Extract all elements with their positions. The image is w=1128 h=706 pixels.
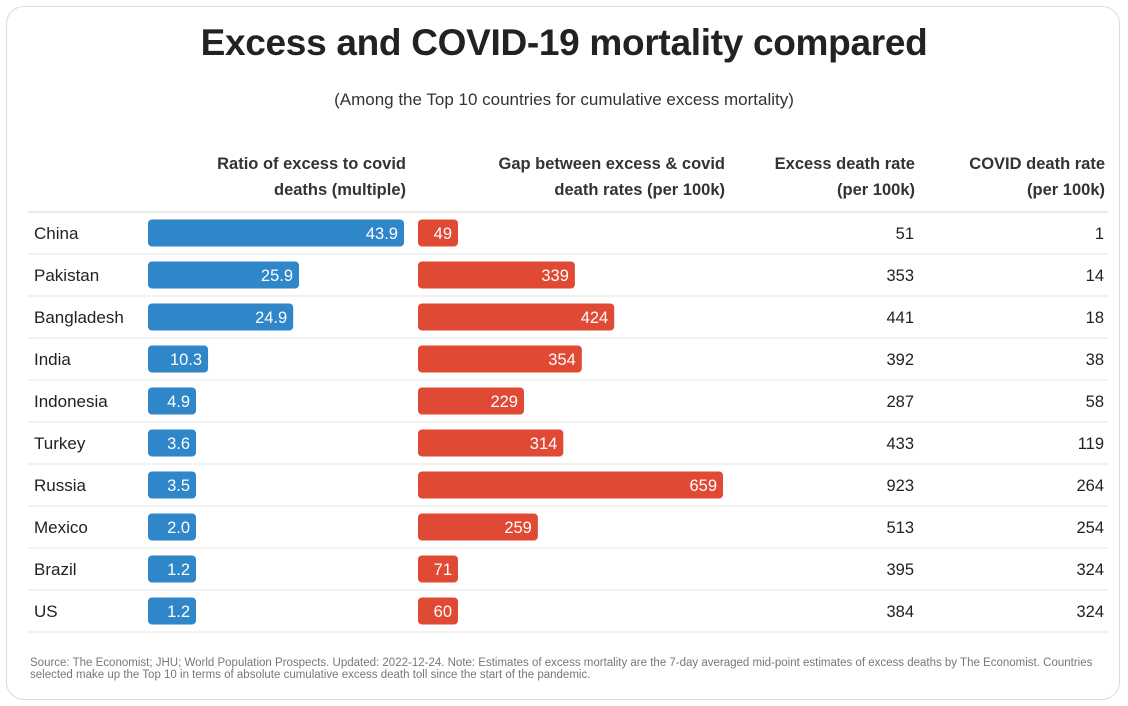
ratio-data-label: 10.3 bbox=[170, 351, 202, 369]
ratio-bar bbox=[148, 219, 404, 247]
ratio-bar bbox=[148, 429, 196, 457]
category-label: Pakistan bbox=[34, 266, 99, 285]
category-label: US bbox=[34, 602, 58, 621]
gap-data-label: 354 bbox=[548, 351, 576, 369]
column-header-covid: COVID death rate (per 100k) bbox=[969, 155, 1105, 199]
covid-rate-value: 264 bbox=[1076, 477, 1104, 495]
excess-rate-value: 392 bbox=[886, 351, 914, 369]
covid-rate-value: 324 bbox=[1076, 603, 1104, 621]
category-label: China bbox=[34, 224, 79, 243]
gap-bar bbox=[418, 303, 615, 331]
gap-bar bbox=[418, 387, 524, 415]
chart-title: Excess and COVID-19 mortality compared bbox=[200, 22, 928, 63]
category-label: India bbox=[34, 350, 71, 369]
excess-rate-value: 384 bbox=[886, 603, 914, 621]
ratio-bar bbox=[148, 345, 209, 373]
covid-rate-value: 38 bbox=[1086, 351, 1104, 369]
gap-bar bbox=[418, 597, 458, 625]
ratio-bar bbox=[148, 387, 196, 415]
covid-rate-value: 324 bbox=[1076, 561, 1104, 579]
gap-data-label: 424 bbox=[581, 309, 609, 327]
category-label: Bangladesh bbox=[34, 308, 124, 327]
covid-rate-value: 254 bbox=[1076, 519, 1104, 537]
gap-data-label: 229 bbox=[490, 393, 518, 411]
category-label: Brazil bbox=[34, 560, 77, 579]
gap-data-label: 659 bbox=[689, 477, 717, 495]
column-header-gap: Gap between excess & covid death rates (… bbox=[498, 155, 725, 199]
excess-rate-value: 513 bbox=[886, 519, 914, 537]
covid-rate-value: 18 bbox=[1086, 309, 1104, 327]
ratio-data-label: 2.0 bbox=[167, 519, 190, 537]
gap-data-label: 71 bbox=[434, 561, 452, 579]
excess-rate-value: 433 bbox=[886, 435, 914, 453]
gap-data-label: 49 bbox=[434, 225, 452, 243]
ratio-bar bbox=[148, 555, 196, 583]
gap-data-label: 60 bbox=[434, 603, 452, 621]
covid-rate-value: 119 bbox=[1078, 435, 1104, 453]
ratio-data-label: 25.9 bbox=[261, 267, 293, 285]
covid-rate-value: 58 bbox=[1086, 393, 1104, 411]
category-label: Russia bbox=[34, 476, 87, 495]
category-label: Indonesia bbox=[34, 392, 108, 411]
excess-rate-value: 923 bbox=[886, 477, 914, 495]
excess-rate-value: 287 bbox=[886, 393, 914, 411]
gap-bar bbox=[418, 219, 458, 247]
excess-rate-value: 441 bbox=[886, 309, 914, 327]
chart-subtitle: (Among the Top 10 countries for cumulati… bbox=[334, 90, 794, 109]
gap-bar bbox=[418, 555, 458, 583]
column-header-excess: Excess death rate (per 100k) bbox=[774, 155, 915, 199]
ratio-data-label: 24.9 bbox=[255, 309, 287, 327]
ratio-bar bbox=[148, 471, 196, 499]
column-header-ratio: Ratio of excess to covid deaths (multipl… bbox=[217, 155, 406, 199]
ratio-bar bbox=[148, 513, 196, 541]
category-label: Mexico bbox=[34, 518, 88, 537]
ratio-data-label: 4.9 bbox=[167, 393, 190, 411]
ratio-data-label: 43.9 bbox=[366, 225, 398, 243]
gap-data-label: 259 bbox=[504, 519, 532, 537]
gap-bar bbox=[418, 513, 538, 541]
gap-bar bbox=[418, 261, 575, 289]
ratio-bar bbox=[148, 303, 294, 331]
gap-bar bbox=[418, 345, 582, 373]
ratio-bar bbox=[148, 261, 300, 289]
covid-rate-value: 1 bbox=[1095, 225, 1104, 243]
ratio-data-label: 1.2 bbox=[167, 561, 190, 579]
covid-rate-value: 14 bbox=[1086, 267, 1104, 285]
excess-rate-value: 51 bbox=[896, 225, 914, 243]
gap-bar bbox=[418, 471, 723, 499]
excess-rate-value: 353 bbox=[886, 267, 914, 285]
excess-rate-value: 395 bbox=[886, 561, 914, 579]
footnote: Source: The Economist; JHU; World Popula… bbox=[30, 657, 1093, 681]
gap-data-label: 339 bbox=[541, 267, 569, 285]
ratio-data-label: 3.5 bbox=[167, 477, 190, 495]
ratio-data-label: 3.6 bbox=[167, 435, 190, 453]
ratio-bar bbox=[148, 597, 196, 625]
ratio-data-label: 1.2 bbox=[167, 603, 190, 621]
gap-bar bbox=[418, 429, 564, 457]
category-label: Turkey bbox=[34, 434, 86, 453]
gap-data-label: 314 bbox=[530, 435, 558, 453]
